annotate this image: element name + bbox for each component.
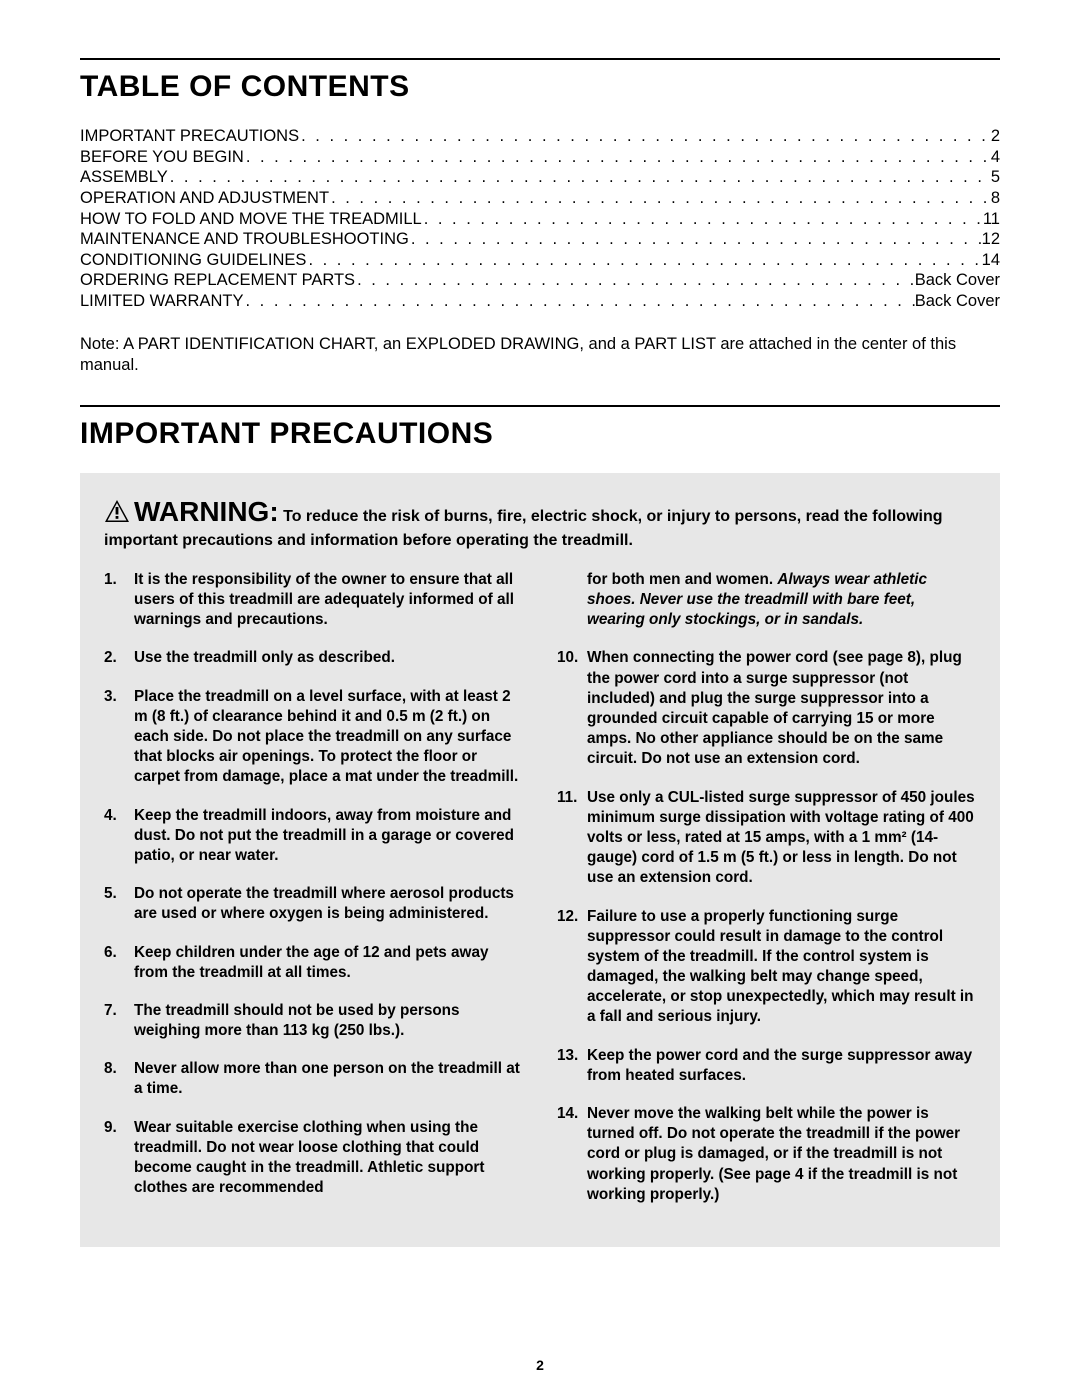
toc-label: LIMITED WARRANTY [80,291,243,312]
precaution-item: Failure to use a properly functioning su… [557,907,976,1028]
precaution-item: Never move the walking belt while the po… [557,1104,976,1205]
precaution-item: Never allow more than one person on the … [104,1059,523,1099]
toc-entry: LIMITED WARRANTY Back Cover [80,291,1000,312]
toc-list: IMPORTANT PRECAUTIONS 2 BEFORE YOU BEGIN… [80,126,1000,312]
toc-page: 14 [982,250,1000,271]
toc-leader-dots [243,291,914,312]
precaution-item: Keep the power cord and the surge suppre… [557,1046,976,1086]
toc-page: 8 [991,188,1000,209]
precaution-item: Wear suitable exercise clothing when usi… [104,1118,523,1199]
toc-leader-dots [409,229,982,250]
precaution-item: It is the responsibility of the owner to… [104,570,523,631]
toc-page: Back Cover [915,270,1000,291]
toc-leader-dots [329,188,991,209]
precaution-item: Keep children under the age of 12 and pe… [104,943,523,983]
precaution-item: Keep the treadmill indoors, away from mo… [104,806,523,867]
precaution-item: Do not operate the treadmill where aeros… [104,884,523,924]
toc-entry: BEFORE YOU BEGIN 4 [80,147,1000,168]
toc-entry: MAINTENANCE AND TROUBLESHOOTING 12 [80,229,1000,250]
page-number: 2 [0,1357,1080,1373]
precautions-col-left: It is the responsibility of the owner to… [104,570,523,1223]
toc-page: 11 [983,209,1000,230]
precaution-item: The treadmill should not be used by pers… [104,1001,523,1041]
carryover-plain: for both men and women. [587,571,777,588]
toc-label: HOW TO FOLD AND MOVE THE TREADMILL [80,209,422,230]
toc-label: IMPORTANT PRECAUTIONS [80,126,299,147]
toc-entry: ORDERING REPLACEMENT PARTS Back Cover [80,270,1000,291]
precaution-item: Use the treadmill only as described. [104,648,523,668]
warning-paragraph: WARNING: To reduce the risk of burns, fi… [104,493,976,552]
warning-lead: WARNING: [134,496,279,527]
precaution-item: Place the treadmill on a level surface, … [104,687,523,788]
toc-page: 2 [991,126,1000,147]
toc-label: ORDERING REPLACEMENT PARTS [80,270,355,291]
toc-entry: ASSEMBLY 5 [80,167,1000,188]
toc-leader-dots [355,270,915,291]
toc-label: CONDITIONING GUIDELINES [80,250,306,271]
toc-page: 4 [991,147,1000,168]
toc-label: ASSEMBLY [80,167,168,188]
toc-page: 5 [991,167,1000,188]
toc-label: MAINTENANCE AND TROUBLESHOOTING [80,229,409,250]
precautions-heading: IMPORTANT PRECAUTIONS [80,417,1000,451]
toc-entry: CONDITIONING GUIDELINES 14 [80,250,1000,271]
precaution-item: When connecting the power cord (see page… [557,648,976,769]
toc-leader-dots [306,250,981,271]
precaution-item: Use only a CUL-listed surge suppressor o… [557,788,976,889]
toc-note: Note: A PART IDENTIFICATION CHART, an EX… [80,334,1000,377]
precautions-columns: It is the responsibility of the owner to… [104,570,976,1223]
toc-leader-dots [168,167,991,188]
precautions-list-left: It is the responsibility of the owner to… [104,570,523,1199]
toc-heading: TABLE OF CONTENTS [80,70,1000,104]
precautions-list-right: When connecting the power cord (see page… [557,648,976,1205]
warning-box: WARNING: To reduce the risk of burns, fi… [80,473,1000,1247]
toc-page: 12 [982,229,1000,250]
section-divider [80,58,1000,60]
precautions-col-right: for both men and women. Always wear athl… [557,570,976,1223]
toc-leader-dots [299,126,991,147]
precaution-carryover: for both men and women. Always wear athl… [557,570,976,631]
toc-label: OPERATION AND ADJUSTMENT [80,188,329,209]
toc-leader-dots [422,209,983,230]
toc-entry: IMPORTANT PRECAUTIONS 2 [80,126,1000,147]
toc-leader-dots [244,147,991,168]
toc-entry: HOW TO FOLD AND MOVE THE TREADMILL 11 [80,209,1000,230]
warning-triangle-icon [104,499,130,530]
toc-page: Back Cover [915,291,1000,312]
toc-entry: OPERATION AND ADJUSTMENT 8 [80,188,1000,209]
section-divider [80,405,1000,407]
toc-label: BEFORE YOU BEGIN [80,147,244,168]
